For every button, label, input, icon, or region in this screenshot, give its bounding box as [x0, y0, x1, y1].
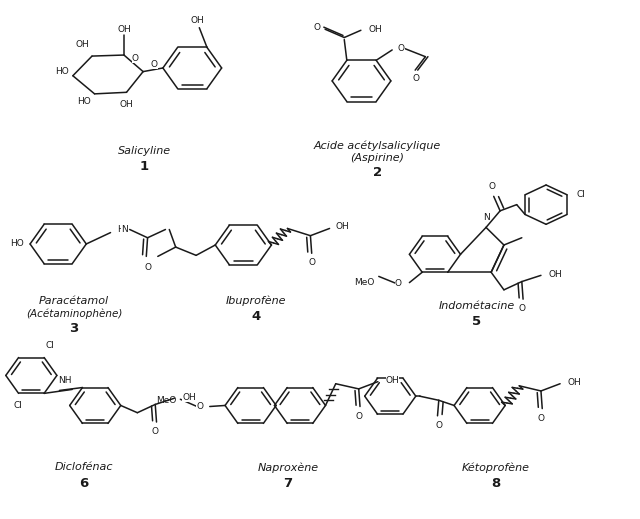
- Text: MeO: MeO: [354, 278, 374, 287]
- Text: (Aspirine): (Aspirine): [351, 153, 404, 163]
- Text: (Acétaminophène): (Acétaminophène): [26, 308, 122, 319]
- Text: O: O: [518, 304, 525, 313]
- Text: N: N: [122, 225, 128, 234]
- Text: OH: OH: [385, 376, 399, 385]
- Text: O: O: [538, 414, 545, 423]
- Text: Salicyline: Salicyline: [118, 146, 171, 156]
- Text: O: O: [152, 427, 159, 436]
- Text: Naproxène: Naproxène: [257, 462, 319, 473]
- Text: NH: NH: [58, 376, 71, 385]
- Text: OH: OH: [369, 25, 382, 34]
- Text: Cl: Cl: [13, 401, 22, 409]
- Text: OH: OH: [182, 393, 196, 402]
- Text: O: O: [395, 279, 402, 288]
- Text: O: O: [144, 263, 151, 271]
- Text: O: O: [196, 402, 204, 411]
- Text: O: O: [398, 44, 405, 53]
- Text: OH: OH: [548, 270, 563, 279]
- Text: 2: 2: [373, 166, 382, 180]
- Text: OH: OH: [75, 40, 89, 49]
- Text: OH: OH: [120, 100, 133, 108]
- Text: 6: 6: [79, 477, 88, 490]
- Text: 1: 1: [140, 160, 149, 173]
- Text: O: O: [314, 23, 321, 32]
- Text: H: H: [117, 225, 124, 234]
- Text: HO: HO: [55, 67, 69, 76]
- Text: 3: 3: [70, 322, 79, 335]
- Text: OH: OH: [568, 378, 582, 387]
- Text: Paracétamol: Paracétamol: [39, 296, 109, 306]
- Text: O: O: [355, 412, 362, 421]
- Text: Acide acétylsalicylique: Acide acétylsalicylique: [314, 141, 441, 151]
- Text: HO: HO: [10, 239, 24, 249]
- Text: HO: HO: [77, 97, 91, 106]
- Text: 8: 8: [491, 477, 500, 490]
- Text: OH: OH: [117, 25, 131, 34]
- Text: 7: 7: [284, 477, 292, 490]
- Text: 5: 5: [472, 316, 481, 329]
- Text: O: O: [435, 421, 442, 430]
- Text: OH: OH: [191, 17, 204, 25]
- Text: MeO: MeO: [156, 396, 177, 405]
- Text: O: O: [413, 74, 420, 83]
- Text: Cl: Cl: [576, 190, 585, 199]
- Text: Ibuprofène: Ibuprofène: [226, 296, 286, 306]
- Text: Diclofénac: Diclofénac: [54, 462, 113, 472]
- Text: OH: OH: [336, 222, 349, 231]
- Text: O: O: [151, 60, 158, 69]
- Text: O: O: [132, 53, 139, 63]
- Text: 4: 4: [252, 310, 260, 323]
- Text: O: O: [489, 182, 496, 191]
- Text: O: O: [308, 258, 315, 267]
- Text: Indométacine: Indométacine: [438, 301, 515, 311]
- Text: Cl: Cl: [45, 342, 54, 350]
- Text: Kétoprofène: Kétoprofène: [461, 462, 530, 473]
- Text: N: N: [483, 213, 490, 222]
